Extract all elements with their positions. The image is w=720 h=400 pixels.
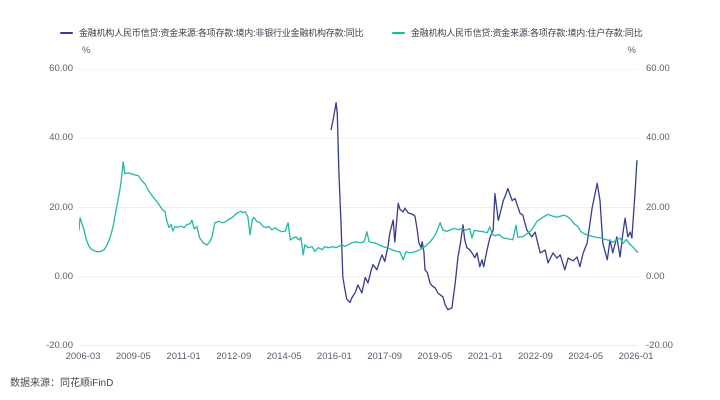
x-tick-label: 2006-03 bbox=[65, 351, 101, 362]
legend-line-marker-navy-icon bbox=[60, 31, 73, 34]
x-tick-label: 2011-01 bbox=[166, 351, 201, 362]
y-tick-label: 20.00 bbox=[646, 201, 670, 213]
y-tick-label: 40.00 bbox=[49, 132, 73, 144]
y-tick-label: -20.00 bbox=[46, 340, 73, 351]
x-tick-label: 2012-09 bbox=[216, 351, 252, 362]
legend-label-nonbank-financial-deposits: 金融机构人民币信贷:资金来源:各项存款:境内:非银行业金融机构存款:同比 bbox=[79, 28, 364, 38]
x-tick-label: 2024-05 bbox=[568, 351, 604, 362]
x-tick-label: 2014-05 bbox=[266, 351, 302, 362]
x-tick-label: 2009-05 bbox=[115, 351, 151, 362]
data-source-note: 数据来源：同花顺iFinD bbox=[10, 378, 114, 389]
x-tick-label: 2026-01 bbox=[618, 351, 654, 362]
legend-item-nonbank-financial-deposits[interactable]: 金融机构人民币信贷:资金来源:各项存款:境内:非银行业金融机构存款:同比 bbox=[60, 26, 364, 39]
legend-line-marker-teal-icon bbox=[392, 31, 405, 34]
x-tick-label: 2017-09 bbox=[367, 351, 403, 362]
y-axis-unit-right: % bbox=[627, 45, 636, 56]
y-tick-label: 40.00 bbox=[646, 132, 670, 144]
x-tick-label: 2016-01 bbox=[316, 351, 352, 362]
y-axis-unit-left: % bbox=[82, 45, 91, 56]
y-tick-label: 20.00 bbox=[49, 201, 73, 213]
chart-plot-area[interactable] bbox=[79, 69, 638, 346]
y-tick-label: 0.00 bbox=[54, 270, 74, 282]
x-tick-label: 2019-05 bbox=[417, 351, 453, 362]
y-tick-label: -20.00 bbox=[646, 340, 673, 351]
legend-label-household-deposits: 金融机构人民币信贷:资金来源:各项存款:境内:住户存款:同比 bbox=[411, 28, 643, 38]
legend-item-household-deposits[interactable]: 金融机构人民币信贷:资金来源:各项存款:境内:住户存款:同比 bbox=[392, 26, 643, 39]
x-tick-label: 2021-01 bbox=[467, 351, 503, 362]
y-tick-label: 60.00 bbox=[49, 63, 73, 74]
x-tick-label: 2022-09 bbox=[518, 351, 553, 362]
y-tick-label: 60.00 bbox=[646, 63, 670, 74]
y-tick-label: 0.00 bbox=[646, 270, 665, 282]
